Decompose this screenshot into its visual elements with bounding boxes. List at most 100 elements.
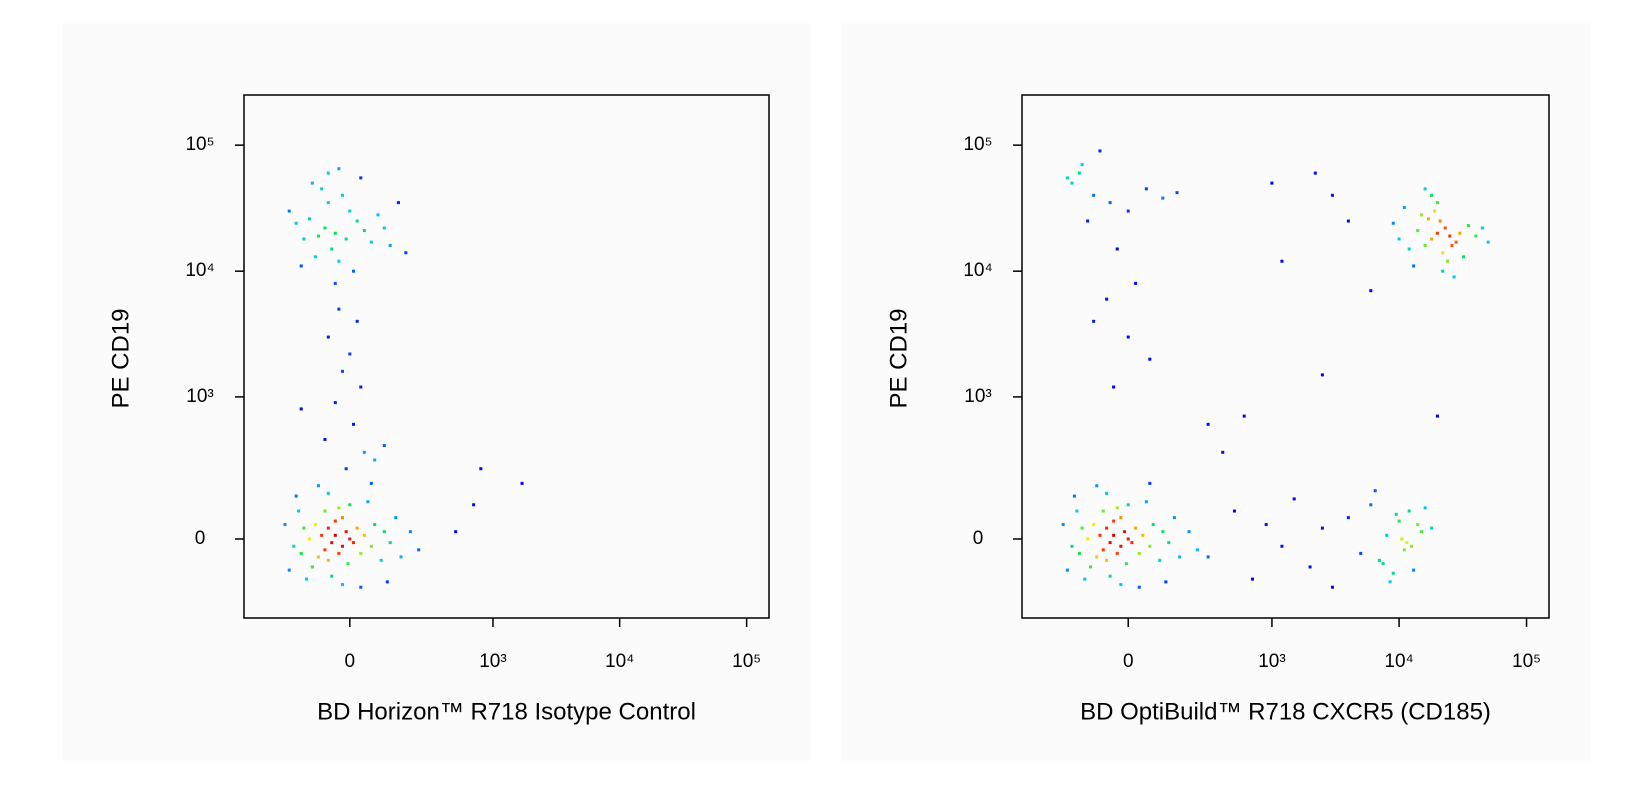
event-dot [1080, 526, 1084, 530]
event-dot [373, 523, 377, 527]
event-dot [479, 467, 483, 471]
event-dot [299, 551, 303, 555]
event-dot [323, 226, 327, 230]
event-dot [1195, 548, 1199, 552]
event-dot [323, 509, 327, 513]
event-dot [355, 319, 359, 323]
event-dot [1394, 512, 1398, 516]
event-dot [355, 219, 359, 223]
event-dot [1126, 209, 1130, 213]
y-tick-label: 10⁵ [185, 134, 214, 155]
event-dot [1070, 544, 1074, 548]
event-dot [333, 533, 337, 537]
event-dot [340, 193, 344, 197]
event-dot [1373, 489, 1377, 493]
x-tick-label: 10³ [1258, 651, 1285, 672]
event-dot [1346, 516, 1350, 520]
event-dot [1480, 226, 1484, 230]
y-tick-label: 10⁵ [963, 134, 992, 155]
x-tick-label: 10⁵ [732, 651, 761, 672]
event-dot [337, 506, 341, 510]
event-dot [1388, 580, 1392, 584]
event-dot [1486, 240, 1490, 244]
event-dot [1148, 357, 1152, 361]
event-dot [1161, 196, 1165, 200]
event-dot [1450, 243, 1454, 247]
event-dot [294, 494, 298, 498]
event-dot [1206, 555, 1210, 559]
y-tick-label: 10⁴ [185, 260, 214, 281]
event-dot [1313, 171, 1317, 175]
event-dot [337, 551, 341, 555]
event-dot [1221, 450, 1225, 454]
y-tick-label: 10³ [964, 386, 991, 407]
event-dot [333, 231, 337, 235]
event-dot [340, 516, 344, 520]
event-dot [1377, 558, 1381, 562]
event-dot [330, 247, 334, 251]
x-tick-label: 10³ [479, 651, 506, 672]
event-dot [1105, 297, 1109, 301]
event-dot [1438, 219, 1442, 223]
event-dot [326, 491, 330, 495]
event-dot [379, 558, 383, 562]
event-dot [348, 209, 352, 213]
event-dot [340, 369, 344, 373]
event-dot [1105, 558, 1109, 562]
event-dot [1101, 548, 1105, 552]
event-dot [1430, 526, 1434, 530]
event-dot [348, 503, 352, 507]
event-dot [351, 269, 355, 273]
event-dot [287, 568, 291, 572]
event-dot [1435, 231, 1439, 235]
event-dot [351, 422, 355, 426]
x-axis-title: BD Horizon™ R718 Isotype Control [317, 698, 696, 725]
event-dot [359, 176, 363, 180]
event-dot [1115, 506, 1119, 510]
event-dot [1416, 229, 1420, 233]
event-dot [1137, 585, 1141, 589]
event-dot [299, 407, 303, 411]
event-dot [330, 574, 334, 578]
event-dot [310, 181, 314, 185]
event-dot [1320, 526, 1324, 530]
event-dot [1126, 537, 1130, 541]
event-dot [1412, 568, 1416, 572]
event-dot [294, 221, 298, 225]
event-dot [320, 187, 324, 191]
event-dot [1108, 541, 1112, 545]
event-dot [1402, 548, 1406, 552]
event-dot [1083, 577, 1087, 581]
event-dot [369, 544, 373, 548]
event-dot [1075, 509, 1079, 513]
event-dot [1112, 385, 1116, 389]
event-dot [1330, 585, 1334, 589]
event-dot [1454, 240, 1458, 244]
event-dot [348, 352, 352, 356]
event-dot [1161, 530, 1165, 534]
event-dot [399, 555, 403, 559]
event-dot [302, 526, 306, 530]
event-dot [1130, 541, 1134, 545]
event-dot [385, 580, 389, 584]
event-dot [1158, 558, 1162, 562]
event-dot [1086, 537, 1090, 541]
event-dot [1077, 171, 1081, 175]
event-dot [454, 530, 458, 534]
plot-frame [243, 94, 770, 619]
event-dot [287, 209, 291, 213]
event-dot [1346, 219, 1350, 223]
event-dot [1108, 574, 1112, 578]
event-dot [1164, 580, 1168, 584]
event-dot [310, 565, 314, 569]
x-tick-label: 10⁴ [605, 651, 634, 672]
x-tick-label: 0 [345, 651, 356, 672]
event-dot [316, 234, 320, 238]
event-dot [1065, 568, 1069, 572]
event-dot [1098, 149, 1102, 153]
event-dot [1105, 491, 1109, 495]
event-dot [1242, 414, 1246, 418]
event-dot [1098, 533, 1102, 537]
event-dot [1400, 537, 1404, 541]
event-dot [1369, 503, 1373, 507]
